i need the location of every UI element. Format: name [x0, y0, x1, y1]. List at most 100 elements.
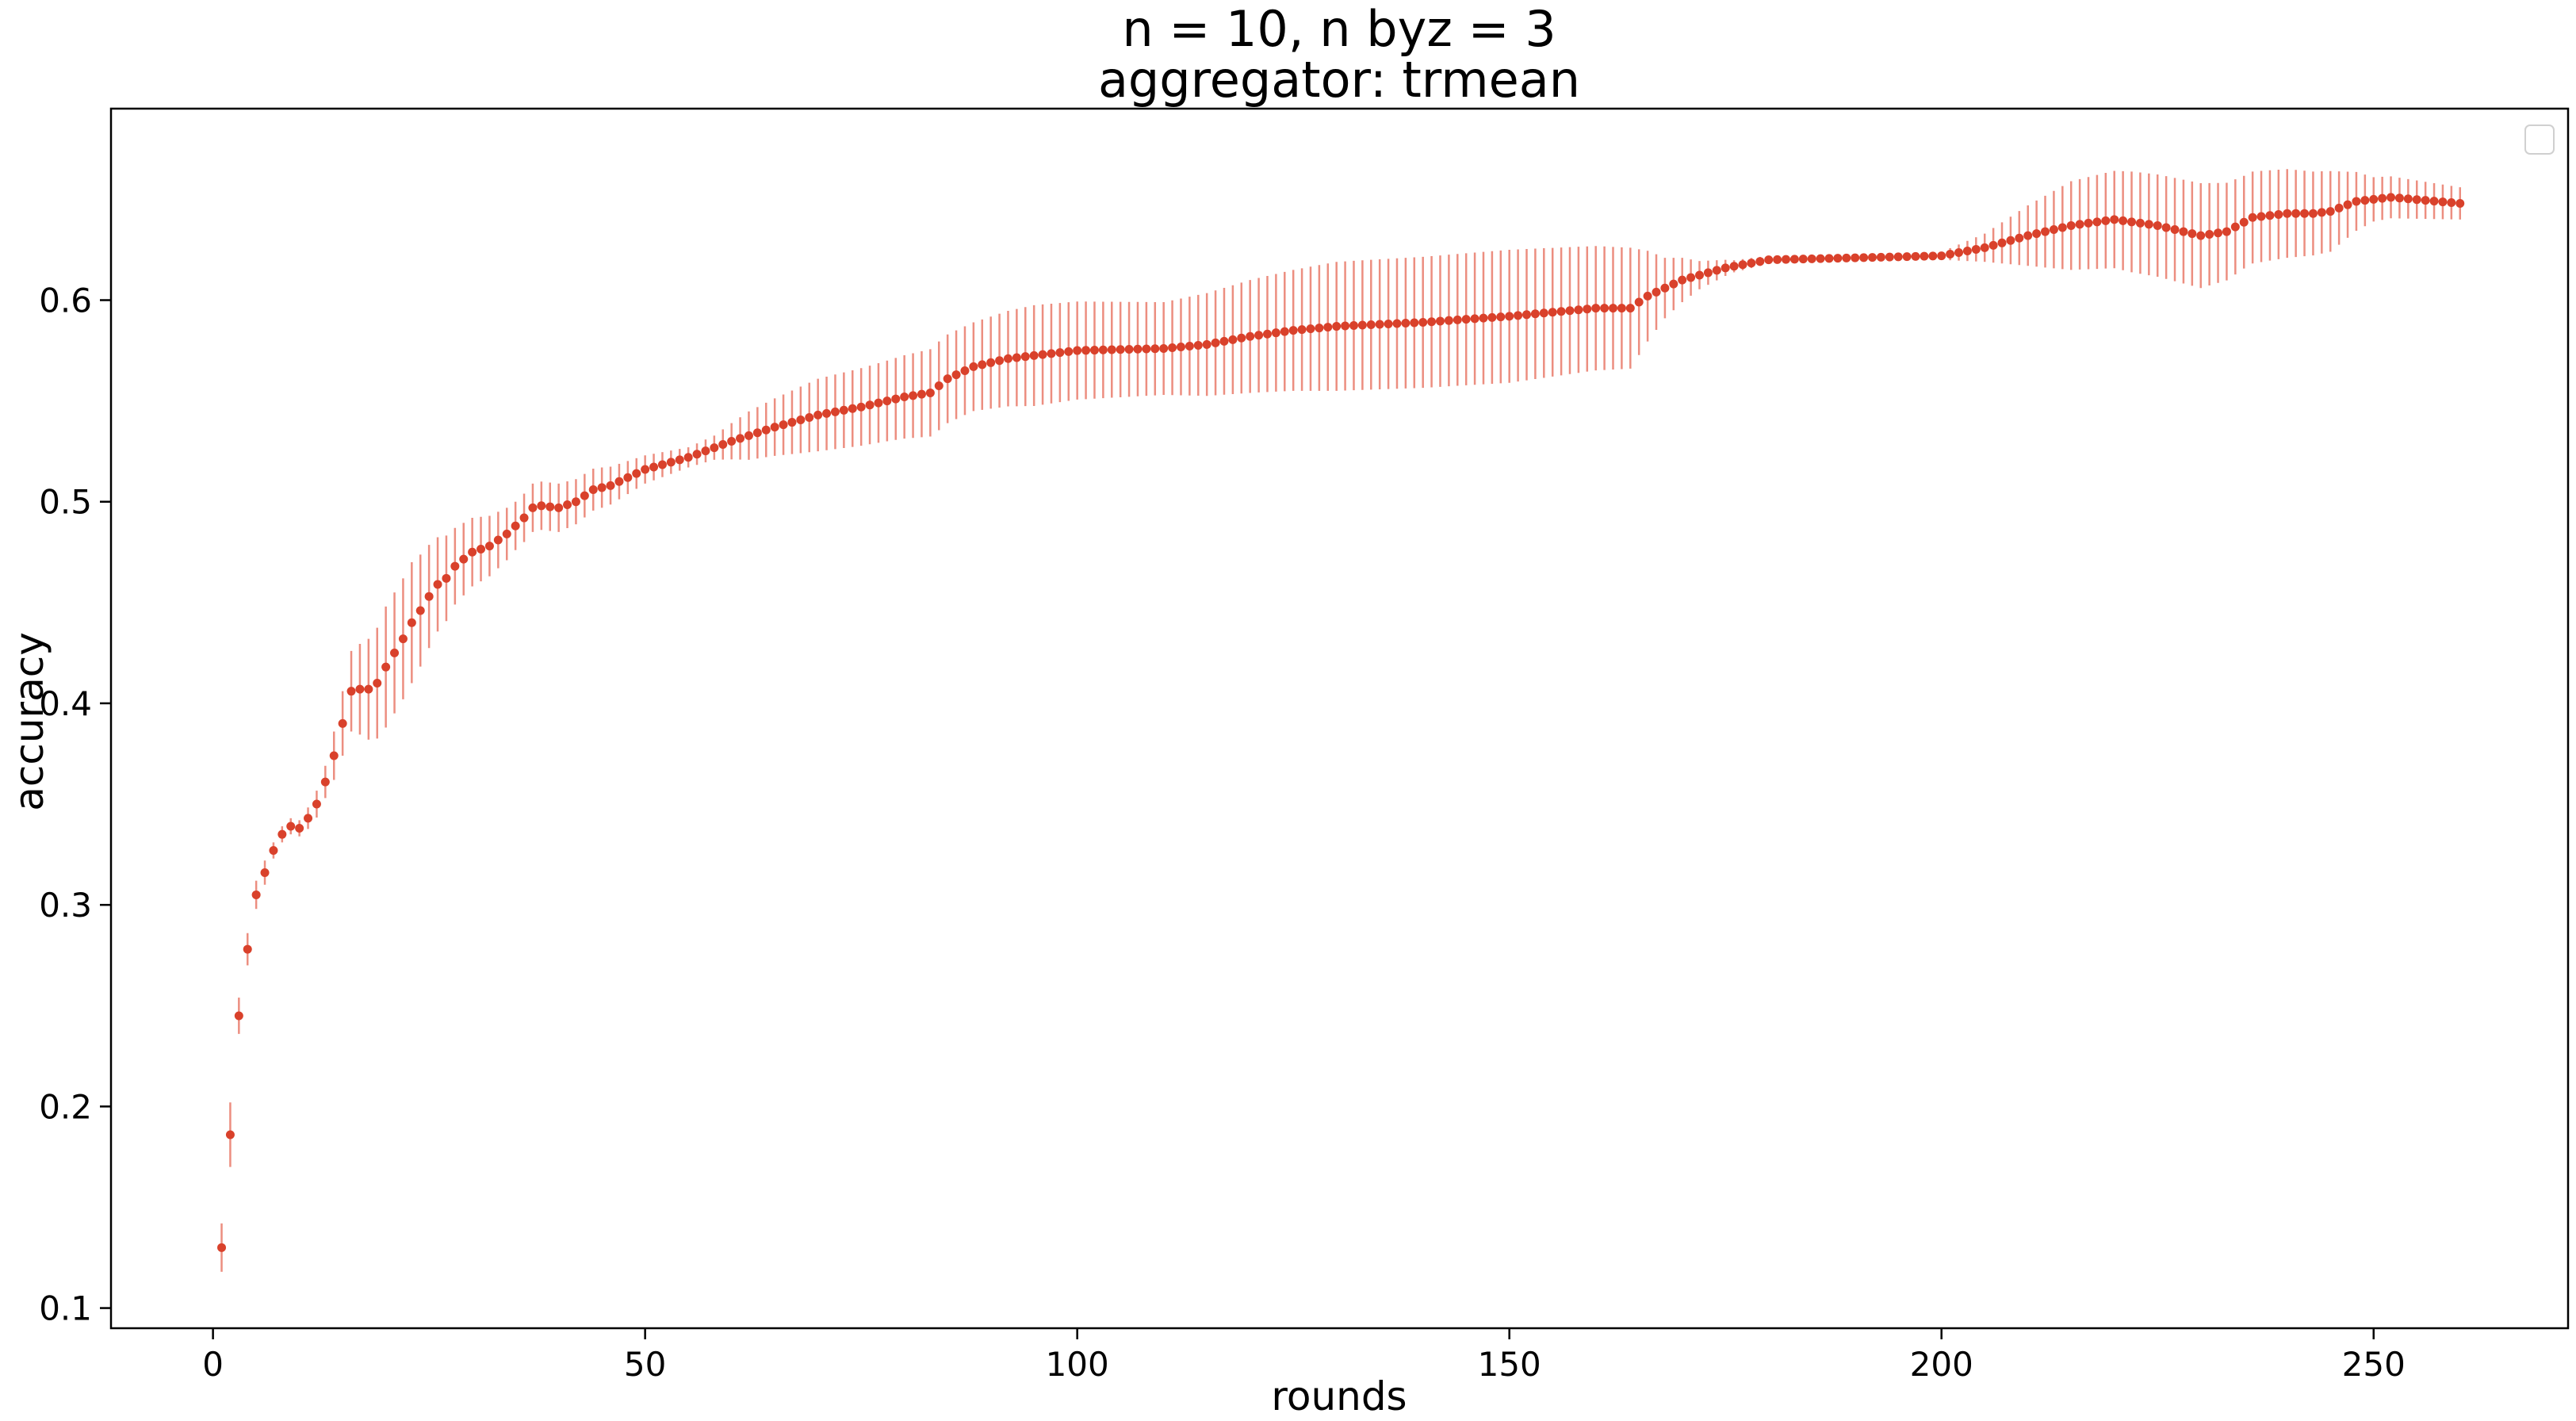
data-point [701, 446, 710, 456]
data-point [865, 400, 875, 410]
data-point [2248, 213, 2257, 222]
data-point [1868, 253, 1877, 262]
data-point [1237, 333, 1246, 343]
data-point [1185, 341, 1194, 350]
data-point [683, 453, 693, 462]
data-point [1600, 304, 1610, 313]
data-point [304, 814, 313, 823]
data-point [545, 502, 555, 511]
data-point [969, 362, 978, 371]
data-point [571, 497, 580, 507]
data-point [338, 718, 347, 728]
data-point [2119, 216, 2128, 225]
data-point [2023, 231, 2033, 240]
x-tick-label: 250 [2342, 1345, 2406, 1384]
data-point [1643, 291, 1652, 301]
data-point [1107, 345, 1116, 354]
data-point [502, 529, 511, 538]
data-point [1842, 253, 1851, 262]
data-point [2274, 209, 2283, 219]
errorbar-series [220, 169, 2461, 1272]
data-point [2387, 193, 2396, 202]
data-point [2101, 216, 2111, 225]
data-point [442, 573, 451, 583]
data-point [1012, 353, 1021, 362]
data-point [1089, 346, 1099, 355]
data-point [874, 398, 883, 408]
data-point [1911, 251, 1920, 261]
data-point [710, 443, 719, 453]
data-point [675, 455, 684, 465]
data-point [960, 366, 970, 375]
data-point [986, 358, 996, 367]
data-point [2308, 209, 2318, 218]
data-point [373, 679, 382, 688]
data-point [623, 473, 633, 482]
data-point [1807, 254, 1816, 263]
data-point [909, 391, 918, 400]
data-point [1193, 340, 1203, 350]
data-point [433, 580, 442, 589]
data-point [1288, 326, 1298, 335]
data-point [2369, 194, 2379, 204]
data-point [1851, 253, 1860, 262]
data-point [1539, 308, 1548, 318]
data-point [1893, 252, 1903, 262]
data-point [1565, 306, 1575, 316]
data-point [805, 412, 814, 422]
data-point [1521, 310, 1531, 320]
data-point [1427, 317, 1437, 327]
data-point [822, 408, 832, 418]
data-point [1997, 238, 2007, 247]
data-point [1773, 255, 1782, 264]
x-axis-ticks: 0 50 100 150 200 250 [202, 1328, 2406, 1384]
data-point [1686, 273, 1696, 282]
data-point [1583, 304, 1592, 314]
data-point [278, 829, 287, 839]
data-point [1055, 348, 1065, 358]
data-point [1695, 270, 1705, 280]
data-point [839, 405, 848, 415]
data-point [1652, 287, 1661, 297]
data-point [1971, 244, 1981, 254]
data-point [1159, 344, 1169, 354]
data-point [891, 394, 901, 404]
data-point [1530, 309, 1540, 319]
data-point [217, 1243, 227, 1252]
data-point [1133, 344, 1143, 354]
data-point [1617, 304, 1626, 313]
data-point [1885, 252, 1894, 262]
data-point [1721, 263, 1730, 273]
data-point [1047, 349, 1056, 358]
data-point [796, 416, 806, 425]
data-point [1081, 346, 1091, 355]
data-point [286, 822, 296, 831]
data-point [2256, 212, 2266, 221]
x-tick-label: 50 [624, 1345, 666, 1384]
data-point [312, 799, 321, 809]
data-point [1634, 297, 1644, 307]
data-point [450, 561, 460, 571]
data-point [2205, 229, 2214, 239]
data-point [1315, 324, 1324, 333]
data-point [1219, 336, 1229, 346]
data-point [2032, 229, 2042, 239]
data-point [2265, 211, 2275, 220]
data-point [1435, 316, 1445, 326]
data-point [900, 393, 909, 402]
data-point [632, 469, 641, 478]
y-axis-label: accuracy [6, 632, 52, 811]
data-point [787, 418, 797, 427]
data-point [614, 477, 624, 486]
data-point [882, 396, 892, 406]
data-point [2187, 229, 2197, 239]
data-point [2049, 225, 2058, 235]
marker-series [217, 193, 2465, 1252]
data-point [2378, 193, 2387, 203]
data-point [1902, 252, 1912, 262]
data-point [2455, 198, 2465, 208]
data-point [1418, 317, 1428, 327]
data-point [234, 1011, 243, 1021]
data-point [1798, 255, 1808, 264]
data-point [1461, 315, 1471, 324]
